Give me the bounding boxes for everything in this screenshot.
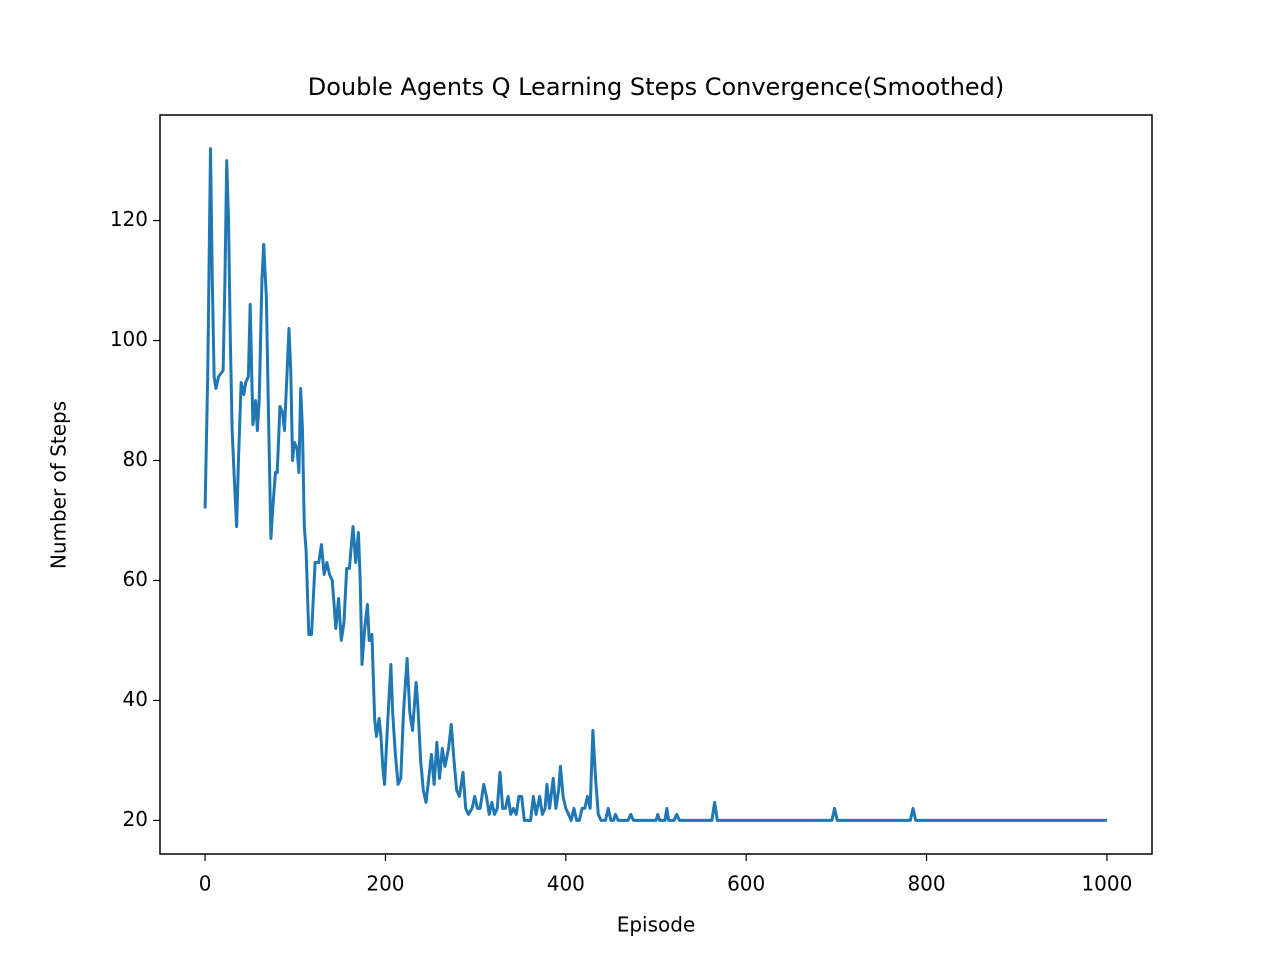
x-tick-label: 0 <box>199 872 212 896</box>
y-tick-label: 60 <box>123 567 148 591</box>
y-tick-label: 20 <box>123 807 148 831</box>
x-tick-label: 600 <box>727 872 765 896</box>
plot-frame <box>159 114 1153 855</box>
y-axis-label: Number of Steps <box>47 401 71 569</box>
x-tick-label: 400 <box>547 872 585 896</box>
x-tick-label: 800 <box>907 872 945 896</box>
x-tick-label: 1000 <box>1081 872 1132 896</box>
x-axis-label: Episode <box>617 913 696 937</box>
chart-title: Double Agents Q Learning Steps Convergen… <box>308 73 1005 101</box>
y-tick-label: 40 <box>123 687 148 711</box>
y-tick-label: 120 <box>110 207 148 231</box>
x-tick-label: 200 <box>366 872 404 896</box>
y-tick-label: 100 <box>110 327 148 351</box>
data-line <box>203 147 1107 822</box>
y-tick-label: 80 <box>123 447 148 471</box>
